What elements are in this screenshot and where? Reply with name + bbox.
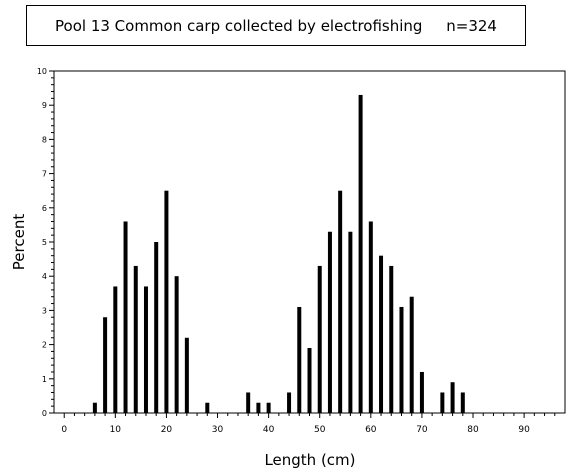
bar [154,242,159,413]
bar [368,221,373,413]
bar [460,392,465,413]
x-tick-label: 20 [161,425,173,435]
bar [174,276,179,413]
bar [317,265,322,413]
bar [184,337,189,413]
chart-title: Pool 13 Common carp collected by electro… [26,5,526,46]
bar [92,402,97,413]
x-tick-label: 50 [314,425,326,435]
y-tick-label: 6 [42,204,47,213]
bar [205,402,210,413]
y-tick-label: 0 [42,409,47,418]
y-tick-label: 10 [37,67,47,76]
x-tick-label: 60 [365,425,377,435]
bar [358,94,363,413]
bar [307,348,312,413]
axes-group: 0 1 2 3 4 5 6 7 8 9 10 0 10 20 30 40 50 60 70 80 90 [37,67,566,435]
bar [113,286,118,413]
bar [399,306,404,413]
x-tick-label: 10 [110,425,122,435]
bar [287,392,292,413]
bar [450,382,455,413]
x-tick-label: 90 [518,425,530,435]
bar [389,265,394,413]
bar [266,402,271,413]
y-tick-label: 7 [42,170,47,179]
y-tick-label: 8 [42,135,47,144]
bar [246,392,251,413]
bar [440,392,445,413]
y-tick-label: 2 [42,341,47,350]
x-tick-label: 40 [263,425,275,435]
y-tick-label: 9 [42,101,47,110]
x-tick-label: 70 [416,425,428,435]
bar [143,286,148,413]
bar [379,255,384,413]
bar [327,231,332,413]
bar [256,402,261,413]
y-tick-label: 1 [42,375,47,384]
bar [297,306,302,413]
bars-group [92,94,465,413]
bar [123,221,128,413]
bar [409,296,414,413]
bar [103,317,108,413]
bar [348,231,353,413]
bar [164,190,169,413]
y-tick-label: 3 [42,306,47,315]
x-axis-label: Length (cm) [264,451,355,469]
bar [133,265,138,413]
x-tick-label: 80 [467,425,479,435]
y-tick-label: 5 [42,238,47,247]
x-tick-label: 0 [61,425,67,435]
y-axis-label: Percent [10,214,28,271]
bar [419,371,424,413]
x-tick-label: 30 [212,425,224,435]
bar [338,190,343,413]
y-tick-label: 4 [42,272,47,281]
